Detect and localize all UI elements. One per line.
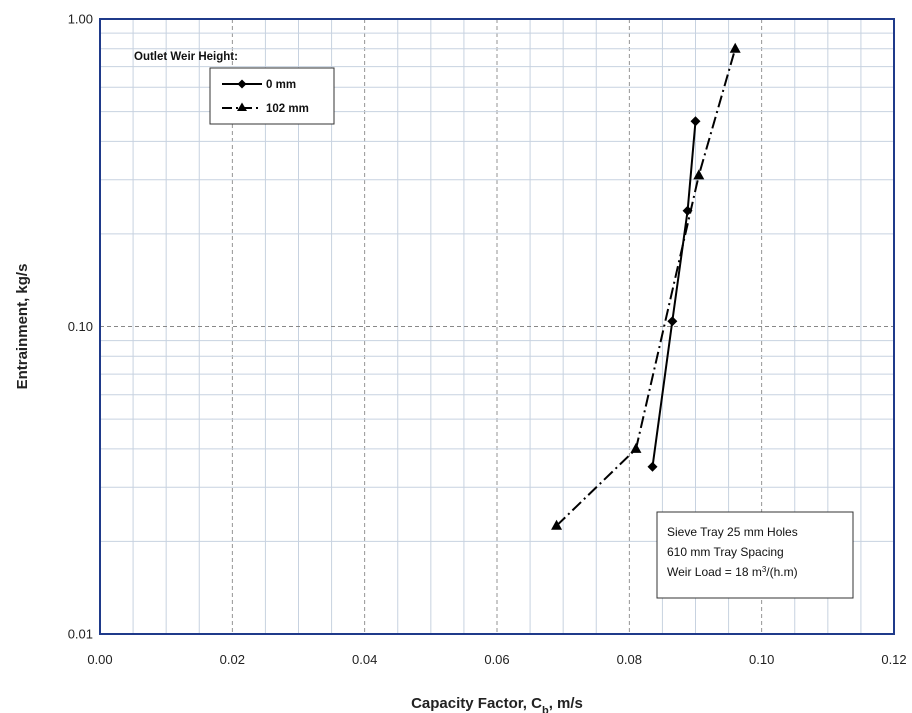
legend: Outlet Weir Height: 0 mm 102 mm — [134, 51, 335, 125]
x-axis-title-main: Capacity Factor, C — [411, 695, 542, 712]
annotation-line-1: Sieve Tray 25 mm Holes — [667, 525, 798, 539]
y-tick-label: 0.10 — [68, 319, 93, 334]
data-point-diamond — [667, 316, 678, 327]
y-tick-label: 0.01 — [68, 627, 93, 642]
annotation-line-3-sup: 3 — [762, 565, 767, 574]
data-point-triangle — [729, 42, 741, 53]
annotation-line-3-prefix: Weir Load = 18 m — [667, 565, 762, 579]
y-tick-label: 1.00 — [68, 12, 93, 27]
x-tick-label: 0.06 — [484, 652, 509, 667]
series-line — [555, 48, 737, 527]
x-tick-label: 0.04 — [352, 652, 377, 667]
legend-triangle-marker — [237, 102, 247, 111]
annotation-line-3: Weir Load = 18 m3/(h.m) — [667, 565, 798, 580]
legend-title: Outlet Weir Height: — [134, 51, 238, 63]
x-tick-label: 0.08 — [617, 652, 642, 667]
data-point-diamond — [690, 116, 701, 127]
plot-area-border — [99, 18, 895, 635]
x-tick-label: 0.02 — [220, 652, 245, 667]
series-102-mm — [551, 42, 741, 530]
data-point-triangle — [693, 169, 705, 180]
x-tick-label: 0.12 — [881, 652, 906, 667]
x-tick-labels: 0.00 0.02 0.04 0.06 0.08 0.10 0.12 — [87, 652, 906, 667]
legend-box — [209, 67, 335, 125]
y-tick-labels: 0.01 0.10 1.00 — [68, 12, 93, 642]
data-point-triangle — [551, 519, 563, 530]
data-point-diamond — [647, 461, 658, 472]
series-line — [651, 121, 697, 467]
series-0-mm — [647, 116, 701, 472]
grid — [100, 19, 894, 634]
x-tick-label: 0.00 — [87, 652, 112, 667]
annotation-line-2: 610 mm Tray Spacing — [667, 545, 784, 559]
x-axis-title: Capacity Factor, Cb, m/s — [411, 695, 583, 713]
annotation-box: Sieve Tray 25 mm Holes 610 mm Tray Spaci… — [656, 511, 854, 599]
x-axis-title-suffix: , m/s — [549, 695, 583, 712]
legend-diamond-marker — [237, 79, 247, 89]
x-axis-title-sub: b — [542, 705, 549, 713]
series-layer — [551, 42, 741, 530]
legend-label-102mm: 102 mm — [266, 103, 309, 115]
y-axis-title: Entrainment, kg/s — [14, 264, 31, 390]
legend-label-0mm: 0 mm — [266, 79, 296, 91]
x-tick-label: 0.10 — [749, 652, 774, 667]
annotation-border — [656, 511, 854, 599]
annotation-line-3-suffix: /(h.m) — [766, 565, 797, 579]
data-point-triangle — [630, 442, 642, 453]
